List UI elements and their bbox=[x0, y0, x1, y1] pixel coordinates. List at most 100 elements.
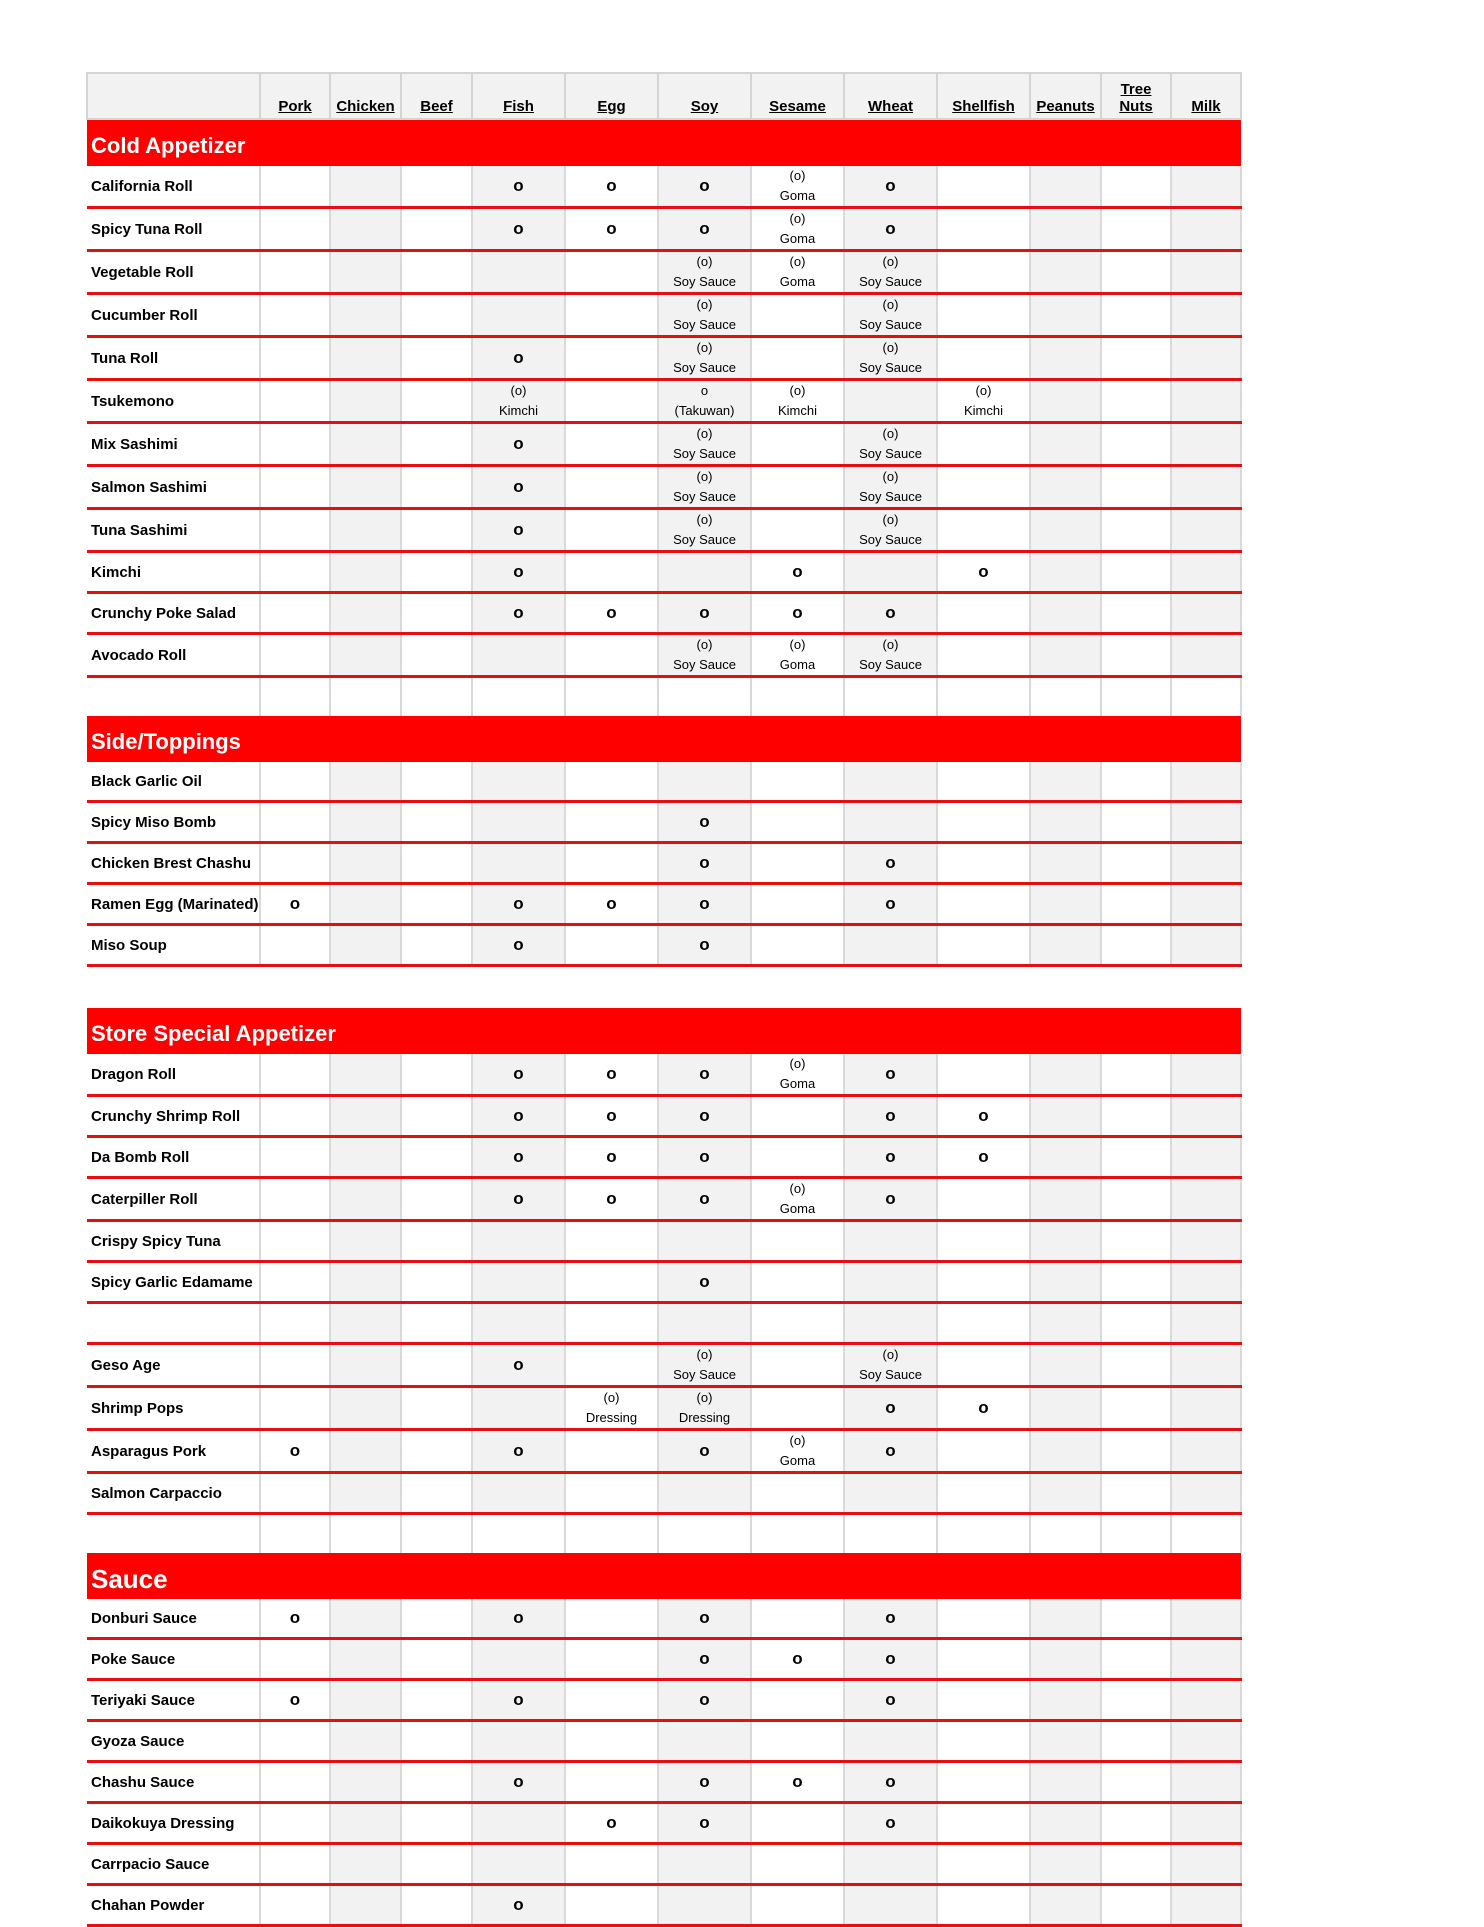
allergen-cell-soy: o bbox=[658, 801, 752, 844]
allergen-cell-shellfish bbox=[937, 592, 1031, 635]
allergen-cell-peanuts bbox=[1030, 207, 1102, 252]
table-row: Spicy Miso Bomb o bbox=[87, 801, 1242, 844]
empty-cell bbox=[565, 1513, 659, 1553]
allergen-cell-peanuts bbox=[1030, 1054, 1102, 1097]
section-title: Store Special Appetizer bbox=[87, 1008, 1241, 1054]
allergen-cell-peanuts bbox=[1030, 1095, 1102, 1138]
allergen-cell-shellfish bbox=[937, 1802, 1031, 1845]
blank-row bbox=[87, 1513, 1242, 1553]
allergen-cell-chicken bbox=[330, 551, 402, 594]
allergen-cell-shellfish bbox=[937, 293, 1031, 338]
allergen-cell-chicken bbox=[330, 1720, 402, 1763]
allergen-cell-egg bbox=[565, 1720, 659, 1763]
menu-item-name bbox=[87, 1302, 261, 1345]
allergen-cell-milk bbox=[1171, 207, 1242, 252]
allergen-cell-beef bbox=[401, 883, 473, 926]
allergen-cell-shellfish bbox=[937, 422, 1031, 467]
allergen-cell-soy bbox=[658, 1472, 752, 1515]
allergen-cell-wheat: (o) Soy Sauce bbox=[844, 293, 938, 338]
allergen-cell-sesame: (o) Goma bbox=[751, 1054, 845, 1097]
allergen-cell-beef bbox=[401, 1054, 473, 1097]
allergen-cell-pork bbox=[260, 1136, 331, 1179]
allergen-cell-tree-nuts bbox=[1101, 1343, 1172, 1388]
menu-item-name: Donburi Sauce bbox=[87, 1599, 261, 1640]
allergen-cell-wheat bbox=[844, 1220, 938, 1263]
allergen-cell-milk bbox=[1171, 551, 1242, 594]
allergen-cell-peanuts bbox=[1030, 1843, 1102, 1886]
allergen-cell-chicken bbox=[330, 1429, 402, 1474]
allergen-cell-soy: o bbox=[658, 1429, 752, 1474]
allergen-cell-chicken bbox=[330, 422, 402, 467]
allergen-cell-egg: (o) Dressing bbox=[565, 1386, 659, 1431]
allergen-cell-egg bbox=[565, 379, 659, 424]
allergen-cell-beef bbox=[401, 465, 473, 510]
allergen-cell-egg bbox=[565, 633, 659, 678]
allergen-cell-beef bbox=[401, 592, 473, 635]
allergen-cell-egg bbox=[565, 801, 659, 844]
allergen-cell-chicken bbox=[330, 293, 402, 338]
empty-cell bbox=[1030, 676, 1102, 716]
allergen-cell-shellfish bbox=[937, 1472, 1031, 1515]
allergen-cell-beef bbox=[401, 1802, 473, 1845]
column-header-soy: Soy bbox=[657, 72, 752, 120]
allergen-cell-sesame bbox=[751, 883, 845, 926]
allergen-cell-egg bbox=[565, 465, 659, 510]
allergen-cell-peanuts bbox=[1030, 1386, 1102, 1431]
allergen-cell-beef bbox=[401, 1095, 473, 1138]
allergen-cell-beef bbox=[401, 422, 473, 467]
allergen-cell-shellfish bbox=[937, 336, 1031, 381]
allergen-cell-sesame bbox=[751, 1386, 845, 1431]
column-header-label: Beef bbox=[420, 98, 453, 115]
allergen-cell-milk bbox=[1171, 1472, 1242, 1515]
allergen-cell-shellfish bbox=[937, 883, 1031, 926]
empty-cell bbox=[401, 676, 473, 716]
allergen-cell-chicken bbox=[330, 250, 402, 295]
allergen-cell-peanuts bbox=[1030, 633, 1102, 678]
allergen-cell-milk bbox=[1171, 336, 1242, 381]
allergen-cell-pork bbox=[260, 1220, 331, 1263]
allergen-cell-shellfish bbox=[937, 1429, 1031, 1474]
allergen-cell-sesame: (o) Goma bbox=[751, 1429, 845, 1474]
allergen-cell-egg bbox=[565, 1302, 659, 1345]
allergen-cell-fish: o bbox=[472, 1599, 566, 1640]
allergen-cell-soy: o bbox=[658, 1679, 752, 1722]
allergen-cell-egg bbox=[565, 762, 659, 803]
allergen-cell-beef bbox=[401, 1343, 473, 1388]
allergen-cell-wheat: o bbox=[844, 1177, 938, 1222]
allergen-cell-tree-nuts bbox=[1101, 1429, 1172, 1474]
allergen-cell-pork bbox=[260, 1843, 331, 1886]
table-row: Chashu Sauce o o o o bbox=[87, 1761, 1242, 1804]
column-header-pork: Pork bbox=[259, 72, 331, 120]
allergen-cell-sesame: o bbox=[751, 592, 845, 635]
allergen-cell-tree-nuts bbox=[1101, 1261, 1172, 1304]
allergen-cell-peanuts bbox=[1030, 465, 1102, 510]
empty-cell bbox=[87, 676, 261, 716]
allergen-cell-beef bbox=[401, 508, 473, 553]
allergen-cell-shellfish bbox=[937, 1679, 1031, 1722]
allergen-cell-pork bbox=[260, 379, 331, 424]
allergen-cell-milk bbox=[1171, 1261, 1242, 1304]
menu-item-name: Black Garlic Oil bbox=[87, 762, 261, 803]
allergen-cell-sesame: (o) Goma bbox=[751, 1177, 845, 1222]
allergen-cell-chicken bbox=[330, 801, 402, 844]
allergen-cell-tree-nuts bbox=[1101, 1136, 1172, 1179]
allergen-cell-peanuts bbox=[1030, 924, 1102, 967]
allergen-cell-milk bbox=[1171, 883, 1242, 926]
allergen-cell-egg bbox=[565, 508, 659, 553]
allergen-cell-peanuts bbox=[1030, 166, 1102, 209]
allergen-cell-milk bbox=[1171, 1884, 1242, 1927]
empty-cell bbox=[330, 676, 402, 716]
empty-cell bbox=[751, 1513, 845, 1553]
allergen-cell-wheat: o bbox=[844, 166, 938, 209]
allergen-cell-peanuts bbox=[1030, 1429, 1102, 1474]
allergen-cell-wheat: o bbox=[844, 1599, 938, 1640]
column-header-fish: Fish bbox=[471, 72, 566, 120]
menu-item-name: Chahan Powder bbox=[87, 1884, 261, 1927]
header-corner-cell bbox=[86, 72, 261, 120]
allergen-cell-sesame bbox=[751, 1343, 845, 1388]
allergen-cell-fish bbox=[472, 1843, 566, 1886]
table-row: Salmon Carpaccio bbox=[87, 1472, 1242, 1515]
table-row: Cucumber Roll (o) Soy Sauce (o) Soy Sauce bbox=[87, 293, 1242, 338]
allergen-cell-milk bbox=[1171, 762, 1242, 803]
allergen-cell-chicken bbox=[330, 1802, 402, 1845]
